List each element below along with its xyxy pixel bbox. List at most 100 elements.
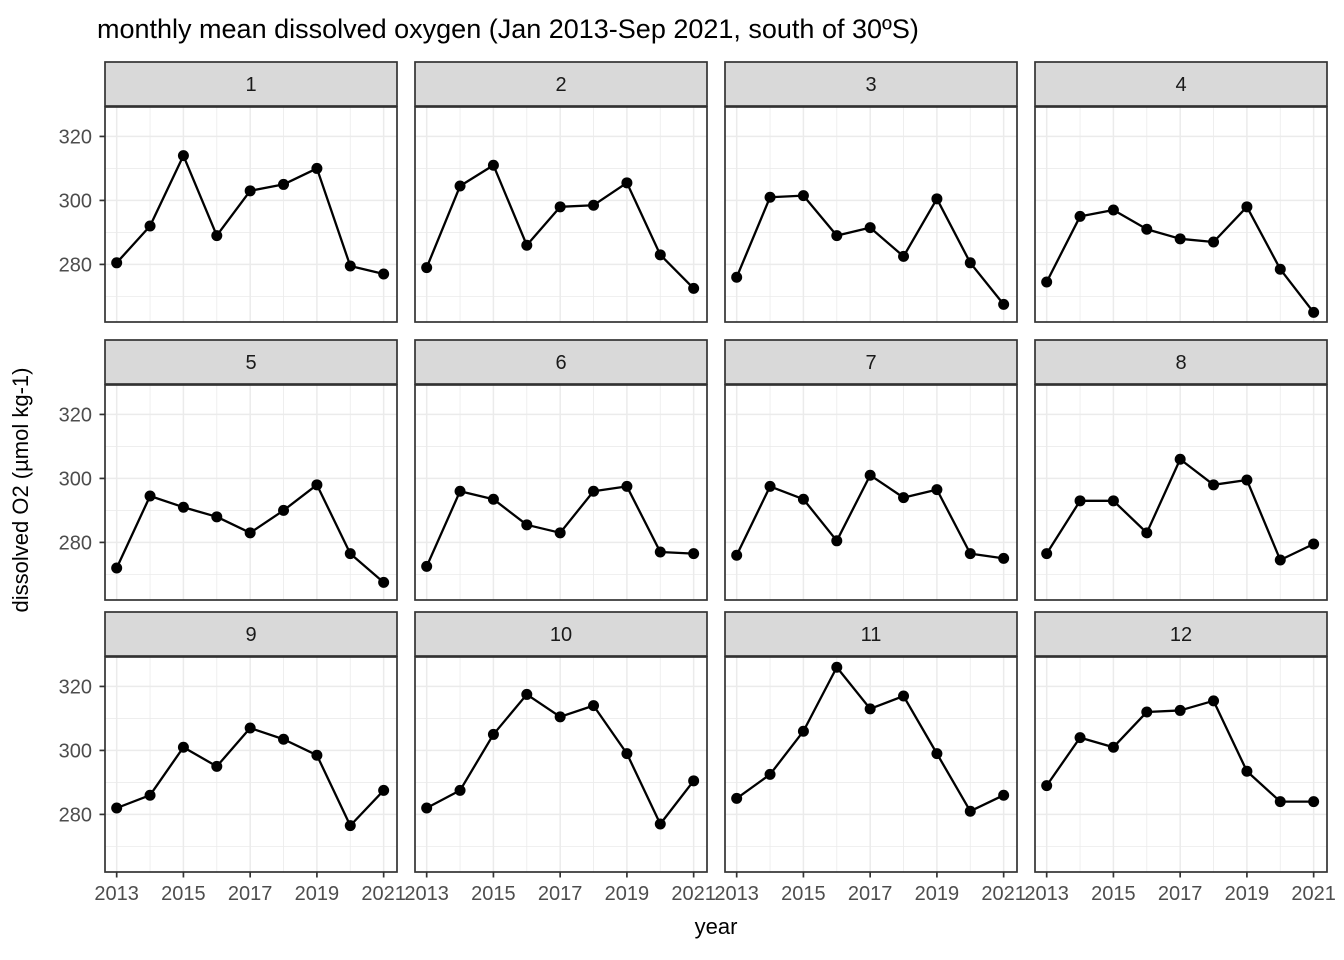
data-point <box>588 700 600 712</box>
x-tick-label: 2019 <box>915 883 960 905</box>
data-point <box>378 784 390 796</box>
y-tick-label: 300 <box>59 740 92 762</box>
data-point <box>654 249 666 261</box>
panel-border <box>724 106 1018 323</box>
data-point <box>898 492 910 504</box>
data-point <box>378 576 390 588</box>
panel-border <box>104 384 398 601</box>
x-axis-title: year <box>695 914 738 939</box>
x-tick-label: 2021 <box>981 883 1026 905</box>
data-point <box>654 818 666 830</box>
x-tick-label: 2017 <box>848 883 893 905</box>
facet-strip <box>104 611 398 657</box>
data-point <box>688 282 700 294</box>
data-point <box>1041 276 1053 288</box>
data-point <box>831 535 843 547</box>
data-point <box>1074 210 1086 222</box>
panel-background <box>105 107 397 322</box>
data-point <box>1107 204 1119 216</box>
data-point <box>688 775 700 787</box>
data-point <box>487 493 499 505</box>
data-point <box>1274 796 1286 808</box>
y-tick-label: 320 <box>59 404 92 426</box>
panel-background <box>415 657 707 872</box>
facet-strip <box>104 339 398 385</box>
y-tick-label: 300 <box>59 468 92 490</box>
data-point <box>998 552 1010 564</box>
data-point <box>211 511 223 523</box>
facet-strip-label: 4 <box>1175 74 1186 96</box>
facet-panel-8: 8 <box>1034 339 1328 601</box>
data-point <box>244 527 256 539</box>
facet-strip-label: 1 <box>245 74 256 96</box>
data-point <box>864 469 876 481</box>
data-point <box>1141 706 1153 718</box>
x-tick-label: 2017 <box>228 883 273 905</box>
facet-strip <box>1034 611 1328 657</box>
panel-background <box>1035 657 1327 872</box>
y-axis-title: dissolved O2 (µmol kg-1) <box>8 368 33 613</box>
data-point <box>1141 223 1153 235</box>
x-tick-label: 2015 <box>161 883 206 905</box>
data-point <box>111 802 123 814</box>
panel-background <box>725 657 1017 872</box>
data-point <box>1107 495 1119 507</box>
panel-background <box>105 657 397 872</box>
x-tick-label: 2013 <box>404 883 449 905</box>
data-point <box>931 484 943 496</box>
data-point <box>797 493 809 505</box>
facet-grid: 1 280 300 320 2 3 4 5 280 300 320 6 7 8 9 280 300 320 2013… <box>59 61 1336 905</box>
data-point <box>144 220 156 232</box>
facet-panel-10: 10 2013 2015 2017 2019 2021 <box>404 611 716 905</box>
data-point <box>864 222 876 234</box>
facet-strip-label: 7 <box>865 352 876 374</box>
facet-strip <box>724 611 1018 657</box>
data-point <box>454 180 466 192</box>
data-point <box>1274 554 1286 566</box>
x-tick-label: 2013 <box>714 883 759 905</box>
data-point <box>621 748 633 760</box>
facet-panel-7: 7 <box>724 339 1018 601</box>
y-tick-label: 280 <box>59 532 92 554</box>
x-tick-label: 2021 <box>1291 883 1336 905</box>
x-tick-label: 2021 <box>671 883 716 905</box>
data-point <box>344 260 356 272</box>
data-point <box>588 485 600 497</box>
panel-border <box>724 384 1018 601</box>
data-point <box>1308 538 1320 550</box>
panel-border <box>1034 384 1328 601</box>
data-point <box>1141 527 1153 539</box>
panel-background <box>725 385 1017 600</box>
data-point <box>1107 741 1119 753</box>
data-point <box>554 527 566 539</box>
data-point <box>864 703 876 715</box>
data-point <box>521 519 533 531</box>
panel-background <box>725 107 1017 322</box>
data-point <box>1241 201 1253 213</box>
data-point <box>177 501 189 513</box>
data-point <box>1208 236 1220 248</box>
facet-strip-label: 12 <box>1170 624 1192 646</box>
facet-strip-label: 8 <box>1175 352 1186 374</box>
data-point <box>111 257 123 269</box>
facet-strip <box>104 61 398 107</box>
x-tick-label: 2015 <box>1091 883 1136 905</box>
data-point <box>211 230 223 242</box>
panel-border <box>104 106 398 323</box>
x-tick-label: 2019 <box>295 883 340 905</box>
data-point <box>797 190 809 202</box>
data-point <box>764 768 776 780</box>
chart-title: monthly mean dissolved oxygen (Jan 2013-… <box>97 14 919 44</box>
data-point <box>311 749 323 761</box>
y-tick-label: 320 <box>59 126 92 148</box>
facet-panel-5: 5 280 300 320 <box>59 339 398 601</box>
data-point <box>278 504 290 516</box>
data-point <box>621 480 633 492</box>
data-point <box>554 711 566 723</box>
data-point <box>1074 732 1086 744</box>
data-point <box>964 548 976 560</box>
panel-border <box>414 106 708 323</box>
y-tick-label: 320 <box>59 676 92 698</box>
data-point <box>278 733 290 745</box>
